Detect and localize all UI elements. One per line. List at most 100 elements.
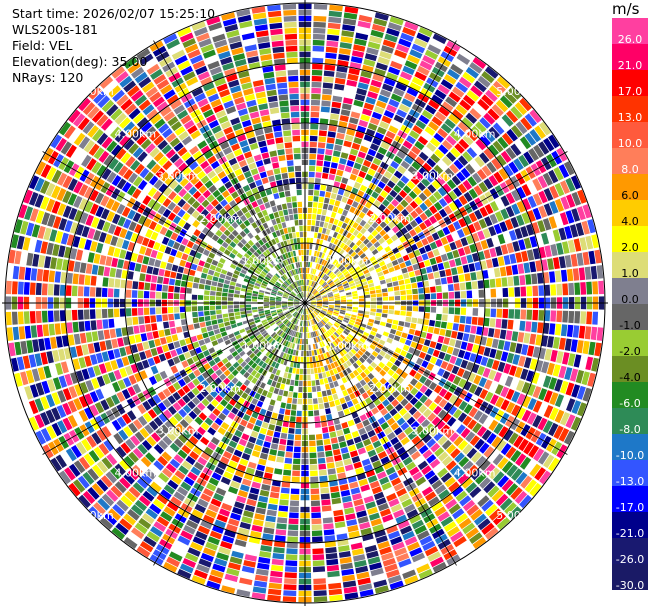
velocity-gate	[426, 332, 433, 340]
velocity-gate	[306, 249, 309, 256]
velocity-gate	[352, 296, 359, 299]
velocity-gate	[376, 126, 387, 135]
velocity-gate	[367, 91, 378, 100]
velocity-gate	[322, 167, 330, 174]
velocity-gate	[329, 400, 336, 408]
velocity-gate	[357, 577, 371, 586]
velocity-gate	[192, 406, 202, 416]
velocity-gate	[442, 292, 449, 299]
velocity-gate	[543, 188, 554, 201]
velocity-gate	[554, 394, 565, 408]
velocity-gate	[305, 308, 307, 315]
velocity-gate	[353, 137, 363, 145]
velocity-gate	[426, 142, 437, 152]
velocity-gate	[365, 444, 374, 452]
velocity-gate	[284, 409, 291, 416]
velocity-gate	[317, 451, 325, 458]
velocity-gate	[339, 158, 347, 165]
velocity-gate	[358, 356, 366, 364]
velocity-gate	[408, 252, 415, 259]
velocity-gate	[269, 491, 280, 499]
velocity-gate	[280, 331, 285, 337]
velocity-gate	[309, 356, 313, 363]
velocity-gate	[276, 336, 282, 342]
velocity-gate	[138, 517, 152, 530]
velocity-gate	[447, 68, 460, 80]
velocity-gate	[347, 277, 353, 283]
velocity-gate	[153, 460, 165, 471]
velocity-gate	[375, 100, 387, 109]
velocity-gate	[271, 361, 277, 368]
velocity-gate	[248, 403, 256, 411]
velocity-gate	[414, 38, 428, 48]
velocity-gate	[412, 294, 419, 300]
velocity-gate	[372, 440, 382, 449]
velocity-gate	[377, 271, 384, 277]
velocity-gate	[472, 57, 487, 69]
velocity-gate	[518, 438, 529, 452]
velocity-gate	[414, 400, 423, 410]
velocity-gate	[470, 272, 477, 281]
velocity-gate	[516, 214, 525, 226]
velocity-gate	[150, 526, 163, 538]
velocity-gate	[12, 326, 20, 341]
velocity-gate	[389, 189, 398, 198]
velocity-gate	[396, 394, 405, 403]
velocity-gate	[570, 253, 578, 267]
velocity-gate	[162, 467, 173, 478]
velocity-gate	[442, 370, 451, 380]
velocity-gate	[504, 502, 517, 515]
velocity-gate	[428, 99, 440, 110]
velocity-gate	[338, 551, 351, 558]
velocity-gate	[562, 241, 570, 254]
velocity-gate	[348, 333, 354, 339]
velocity-gate	[453, 397, 463, 408]
velocity-gate	[150, 315, 157, 323]
velocity-gate	[241, 433, 250, 441]
velocity-gate	[421, 465, 432, 475]
velocity-gate	[331, 101, 342, 109]
velocity-gate	[232, 506, 243, 515]
velocity-gate	[366, 276, 373, 281]
velocity-gate	[455, 81, 469, 93]
velocity-gate	[468, 334, 476, 343]
velocity-gate	[312, 45, 325, 52]
velocity-gate	[251, 201, 259, 208]
velocity-gate	[197, 306, 204, 311]
velocity-gate	[136, 254, 144, 264]
velocity-gate	[409, 82, 422, 92]
velocity-gate	[357, 259, 364, 266]
velocity-gate	[479, 477, 491, 489]
velocity-gate	[275, 303, 282, 306]
velocity-gate	[356, 88, 367, 96]
velocity-gate	[405, 214, 414, 223]
velocity-gate	[393, 482, 405, 492]
velocity-gate	[566, 324, 574, 338]
velocity-gate	[508, 506, 522, 520]
velocity-gate	[339, 441, 347, 448]
velocity-gate	[377, 94, 389, 104]
velocity-gate	[318, 196, 325, 203]
velocity-gate	[332, 289, 339, 293]
velocity-gate	[353, 461, 363, 469]
velocity-gate	[473, 185, 483, 196]
velocity-gate	[148, 340, 156, 349]
velocity-gate	[344, 273, 351, 278]
velocity-gate	[328, 305, 335, 307]
velocity-gate	[460, 359, 469, 369]
velocity-gate	[527, 210, 536, 222]
velocity-gate	[343, 270, 349, 276]
velocity-gate	[182, 558, 196, 568]
velocity-gate	[239, 328, 246, 334]
velocity-gate	[341, 268, 348, 274]
velocity-gate	[337, 59, 349, 67]
velocity-gate	[543, 454, 555, 469]
velocity-gate	[241, 516, 253, 524]
velocity-gate	[254, 513, 265, 521]
velocity-gate	[448, 113, 460, 125]
velocity-gate	[538, 310, 545, 321]
velocity-gate	[440, 253, 448, 262]
velocity-gate	[484, 308, 491, 317]
velocity-gate	[392, 541, 405, 551]
velocity-gate	[484, 379, 493, 390]
